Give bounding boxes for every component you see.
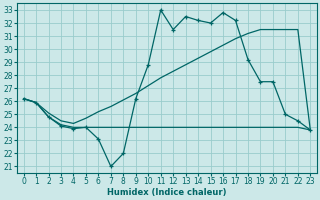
X-axis label: Humidex (Indice chaleur): Humidex (Indice chaleur) [107,188,227,197]
